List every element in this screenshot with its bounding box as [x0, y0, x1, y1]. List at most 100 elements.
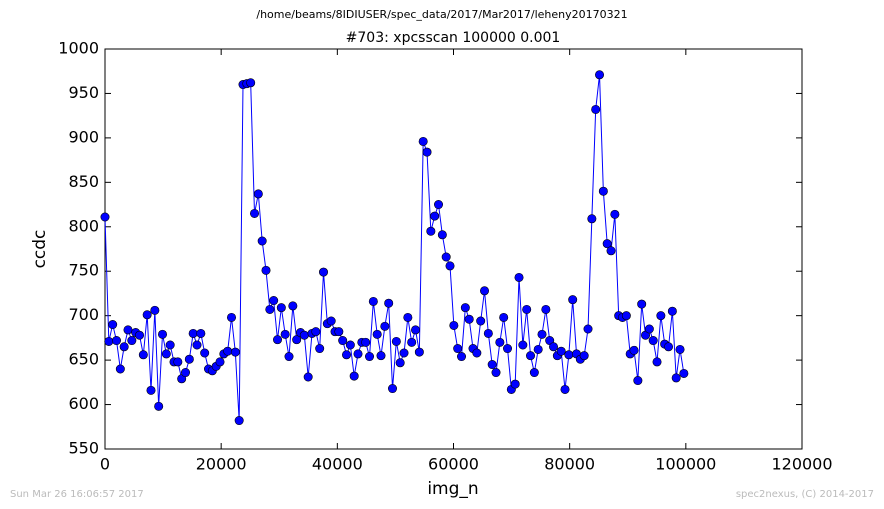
data-point	[142, 310, 152, 320]
data-point	[437, 230, 447, 240]
data-point	[311, 327, 321, 337]
data-point	[434, 200, 444, 210]
data-point	[353, 349, 363, 359]
data-point	[127, 336, 137, 346]
data-point	[138, 350, 148, 360]
data-point	[269, 296, 279, 306]
data-point	[403, 312, 413, 322]
data-point	[411, 325, 421, 335]
data-point	[675, 344, 685, 354]
data-point	[579, 351, 589, 361]
data-point	[549, 342, 559, 352]
data-point	[115, 364, 125, 374]
data-point	[234, 416, 244, 426]
data-point	[104, 336, 114, 346]
x-tick-label: 20000	[196, 455, 247, 474]
data-point	[384, 298, 394, 308]
data-point	[564, 350, 574, 360]
data-point	[464, 314, 474, 324]
y-tick-label: 550	[68, 439, 99, 458]
data-point	[181, 368, 191, 378]
data-point	[319, 267, 329, 277]
data-point	[368, 296, 378, 306]
data-point	[150, 305, 160, 315]
x-tick-label: 0	[100, 455, 110, 474]
data-point	[583, 324, 593, 334]
data-point	[503, 344, 513, 354]
data-point	[112, 336, 122, 346]
chart-title: #703: xpcsscan 100000 0.001	[346, 30, 561, 46]
data-point	[667, 306, 677, 316]
y-tick-label: 900	[68, 127, 99, 146]
data-point	[449, 320, 459, 330]
data-point	[648, 336, 658, 346]
data-point	[491, 368, 501, 378]
data-point	[445, 261, 455, 271]
y-tick-label: 700	[68, 305, 99, 324]
data-point	[430, 211, 440, 221]
data-point	[637, 299, 647, 309]
data-point	[288, 301, 298, 311]
data-point	[598, 186, 608, 196]
data-point	[303, 372, 313, 382]
data-point	[265, 304, 275, 314]
data-point	[223, 346, 233, 356]
data-point	[338, 336, 348, 346]
data-point	[556, 346, 566, 356]
y-tick-label: 600	[68, 394, 99, 413]
data-point	[602, 239, 612, 249]
y-tick-label: 750	[68, 261, 99, 280]
data-point	[595, 70, 605, 80]
data-point	[414, 347, 424, 357]
data-point	[196, 328, 206, 338]
data-point	[184, 354, 194, 364]
data-point	[560, 384, 570, 394]
x-tick-label: 80000	[544, 455, 595, 474]
data-point	[391, 336, 401, 346]
data-point	[261, 265, 271, 275]
data-point	[123, 325, 133, 335]
data-point	[345, 340, 355, 350]
plot-frame	[104, 48, 803, 450]
data-point	[510, 379, 520, 389]
data-point	[365, 352, 375, 362]
data-point	[533, 344, 543, 354]
data-point	[537, 329, 547, 339]
data-point	[568, 295, 578, 305]
data-point	[253, 189, 263, 199]
data-point	[165, 340, 175, 350]
data-point	[472, 348, 482, 358]
data-point	[591, 104, 601, 114]
data-point	[250, 208, 260, 218]
data-point	[173, 357, 183, 367]
data-point	[629, 345, 639, 355]
data-point	[161, 349, 171, 359]
data-point	[188, 328, 198, 338]
data-point	[200, 348, 210, 358]
data-point	[388, 384, 398, 394]
data-point	[407, 337, 417, 347]
data-point	[476, 316, 486, 326]
x-tick-label: 60000	[428, 455, 479, 474]
data-point	[280, 329, 290, 339]
chart-suptitle: /home/beams/8IDIUSER/spec_data/2017/Mar2…	[256, 8, 627, 21]
y-tick-label: 950	[68, 83, 99, 102]
data-point	[664, 342, 674, 352]
data-point	[284, 352, 294, 362]
data-point	[292, 335, 302, 345]
data-point	[100, 212, 110, 222]
data-point	[457, 352, 467, 362]
data-point	[315, 344, 325, 354]
data-point	[656, 311, 666, 321]
data-point	[361, 337, 371, 347]
data-point	[529, 368, 539, 378]
data-point	[215, 357, 225, 367]
data-point	[480, 286, 490, 296]
y-tick-label: 850	[68, 172, 99, 191]
data-point	[518, 340, 528, 350]
data-point	[230, 347, 240, 357]
data-point	[154, 401, 164, 411]
data-point	[276, 303, 286, 313]
data-point	[644, 324, 654, 334]
